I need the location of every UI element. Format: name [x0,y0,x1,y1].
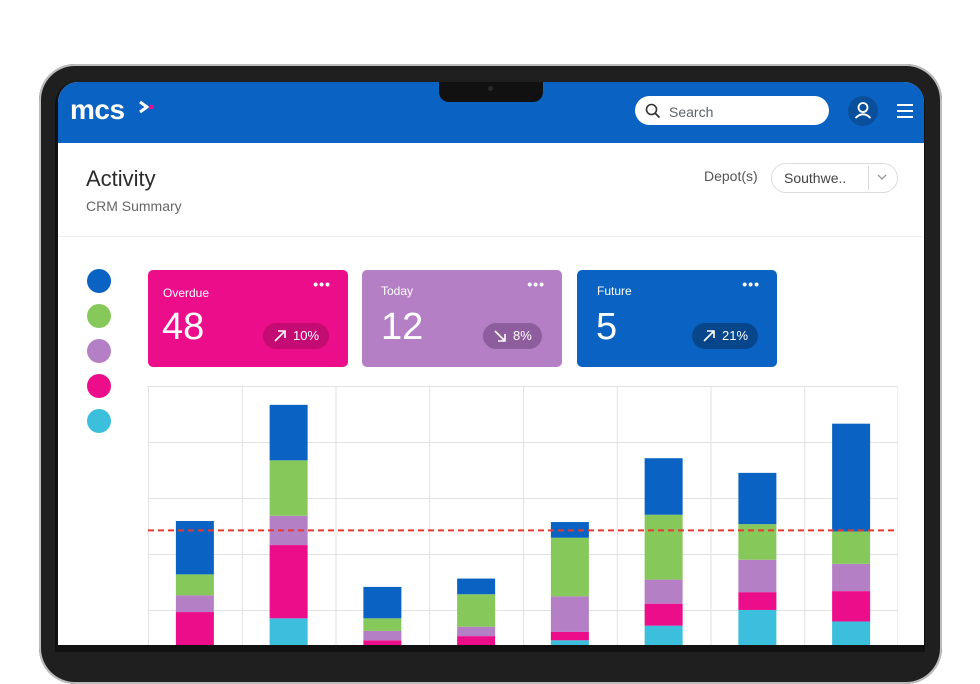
kpi-trend-badge: 8% [483,323,542,349]
top-navigation-bar: mcs [58,82,924,143]
arrow-up-right-icon [274,330,286,342]
depot-filter-label: Depot(s) [704,168,758,184]
bar-segment [175,595,214,613]
bar-segment [550,640,589,645]
bar-segment [363,586,402,619]
kpi-value: 48 [162,306,205,348]
more-options-icon[interactable]: ••• [527,276,545,292]
kpi-value: 12 [381,306,424,348]
logo-mark-icon [139,100,154,114]
kpi-trend-value: 21% [722,328,749,343]
legend-dot-purple [87,339,111,363]
bar-segment [175,521,214,575]
kpi-trend-badge: 21% [692,323,759,349]
legend-dot-magenta [87,374,111,398]
kpi-title: Today [381,284,414,298]
bar-segment [457,626,496,637]
user-icon [854,102,872,119]
bar-segment [738,609,777,645]
search-box[interactable] [635,96,829,125]
kpi-card-today[interactable]: Today ••• 12 8% [362,270,562,367]
depot-select[interactable]: Southwe.. [771,163,898,193]
bar-segment [644,458,683,515]
more-options-icon[interactable]: ••• [742,276,760,292]
search-input[interactable] [667,100,821,123]
camera-notch [439,82,543,102]
camera-icon [488,86,493,91]
kpi-value: 5 [596,306,618,348]
kpi-trend-badge: 10% [263,323,330,349]
kpi-trend-value: 8% [513,328,532,343]
bar-segment [738,592,777,610]
bar-segment [644,625,683,645]
stacked-bar-chart [148,386,898,645]
bar-segment [457,578,496,595]
logo[interactable]: mcs [70,94,125,125]
user-avatar[interactable] [848,96,878,126]
bar-segment [550,596,589,632]
bar-segment [175,612,214,645]
bar-segment [269,460,308,516]
bar-segment [363,640,402,645]
bar-segment [644,514,683,580]
bar-segment [644,603,683,626]
kpi-title: Overdue [163,286,210,300]
kpi-card-overdue[interactable]: Overdue ••• 48 10% [148,270,348,367]
bar-segment [550,537,589,597]
search-icon [645,103,661,119]
legend-dot-blue [87,269,111,293]
bar-segment [363,630,402,641]
bar-segment [832,563,871,592]
header-divider [58,236,924,237]
bar-segment [738,559,777,593]
app-screen: mcs Activity CRM Summary Depot(s) Sou [58,82,924,645]
depot-selected-value: Southwe.. [784,170,847,186]
bar-segment [832,531,871,564]
kpi-trend-value: 10% [293,328,320,343]
bar-segment [832,591,871,622]
bar-segment [644,579,683,604]
bar-segment [457,636,496,645]
chart-grid [148,386,898,645]
bar-segment [269,618,308,645]
bar-segment [269,545,308,619]
kpi-card-future[interactable]: Future ••• 5 21% [577,270,777,367]
hamburger-menu-icon[interactable] [894,102,916,120]
page-subtitle: CRM Summary [86,198,182,214]
select-divider [868,166,869,190]
arrow-down-right-icon [494,330,506,342]
bar-segment [832,621,871,645]
chevron-down-icon [877,174,887,180]
bar-segment [457,594,496,627]
bar-segment [175,574,214,596]
arrow-up-right-icon [703,330,715,342]
legend-dot-green [87,304,111,328]
bar-segment [738,472,777,525]
bar-segment [550,631,589,641]
kpi-title: Future [597,284,632,298]
bar-segment [832,423,871,532]
legend-dot-cyan [87,409,111,433]
page-title: Activity [86,166,156,191]
more-options-icon[interactable]: ••• [313,276,331,292]
bar-segment [363,618,402,631]
bar-segment [269,404,308,461]
